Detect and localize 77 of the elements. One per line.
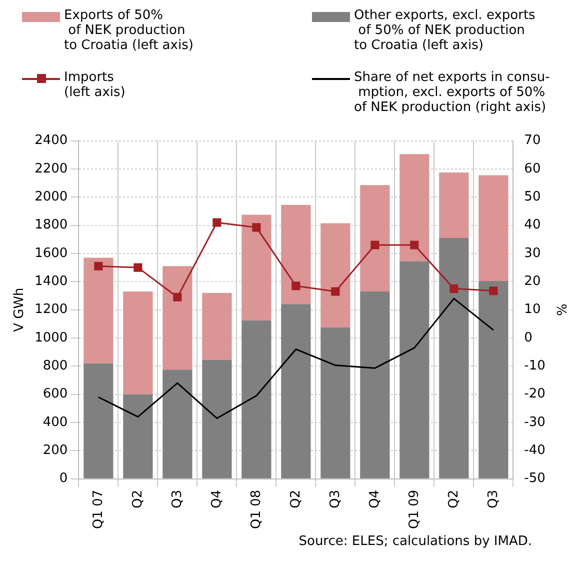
y2-axis-title: % [552, 304, 568, 316]
y-tick-label: 1400 [34, 274, 68, 290]
legend-label: Share of net exports in consu- mption, excl. exports of 50% of NEK production (right axis) [354, 70, 550, 117]
source-note: Source: ELES; calculations by IMAD. [298, 534, 532, 549]
point [489, 286, 498, 296]
y-axis-title: V GWh [12, 288, 28, 332]
bar [400, 154, 430, 262]
x-tick-label: Q2 [446, 490, 462, 508]
bar [202, 292, 232, 360]
x-tick-label: Q3 [328, 490, 343, 508]
point [292, 282, 300, 290]
y2-tick-label: -30 [524, 414, 546, 430]
y-tick-label: 400 [42, 414, 68, 430]
bar [320, 327, 350, 478]
y2-tick-label: 70 [524, 133, 541, 148]
x-tick-label: Q1 08 [248, 490, 264, 530]
bar [162, 266, 192, 370]
bar [84, 363, 114, 478]
bar [400, 261, 430, 478]
y2-tick-label: -20 [524, 386, 546, 402]
y2-tick-label: -50 [524, 471, 546, 486]
point [134, 263, 142, 272]
point [252, 223, 261, 232]
bar [360, 292, 390, 478]
x-tick-label: Q4 [367, 490, 382, 508]
y-tick-label: 1000 [34, 330, 68, 346]
bar [360, 185, 390, 292]
y-tick-label: 2400 [34, 133, 68, 148]
x-tick-label: Q3 [486, 490, 501, 508]
y-tick-label: 600 [42, 386, 68, 402]
y2-tick-label: -40 [524, 443, 546, 458]
x-tick-label: Q3 [170, 490, 185, 508]
point [370, 240, 380, 250]
y2-tick-label: -10 [524, 358, 546, 374]
bar [478, 175, 508, 281]
point [173, 292, 182, 302]
x-tick-label: Q4 [209, 490, 224, 508]
bar [202, 360, 232, 478]
bar [439, 172, 469, 238]
y-tick-label: 0 [59, 471, 68, 486]
legend-label: Other exports, excl. exports of 50% of NEK production to Croatia (left axis) [354, 8, 536, 55]
bar [281, 304, 311, 478]
y-tick-label: 800 [42, 358, 68, 374]
y-tick-label: 1200 [34, 302, 68, 318]
y2-tick-label: 20 [524, 274, 541, 290]
bar [242, 320, 272, 478]
bar [123, 292, 153, 394]
bar [162, 370, 192, 478]
bar [123, 394, 153, 478]
point [94, 262, 103, 270]
point [450, 284, 458, 293]
y2-tick-label: 30 [524, 246, 541, 261]
x-tick-label: Q2 [288, 490, 304, 508]
y-tick-label: 2200 [34, 161, 68, 176]
legend-label: Imports (left axis) [64, 70, 126, 102]
x-tick-label: Q1 09 [406, 490, 422, 530]
bar [281, 204, 311, 304]
bar [478, 280, 508, 478]
y2-tick-label: 10 [524, 302, 541, 318]
y2-tick-label: 40 [524, 218, 541, 233]
y-tick-label: 1600 [34, 246, 68, 261]
y2-tick-label: 50 [524, 190, 541, 205]
bar [242, 214, 272, 320]
y2-tick-label: 60 [524, 161, 541, 176]
y-tick-label: 1800 [34, 218, 68, 233]
point [331, 287, 340, 296]
x-tick-label: Q2 [130, 490, 146, 508]
bar [320, 223, 350, 328]
y-tick-label: 200 [42, 443, 68, 458]
bar [439, 238, 469, 478]
legend-label: Exports of 50% of NEK production to Croatia (left axis) [64, 8, 194, 55]
y-tick-label: 2000 [34, 190, 68, 205]
bar [84, 258, 114, 364]
y2-tick-label: 0 [524, 330, 532, 346]
point [410, 240, 419, 250]
point [212, 218, 222, 227]
x-tick-label: Q1 07 [90, 490, 106, 530]
